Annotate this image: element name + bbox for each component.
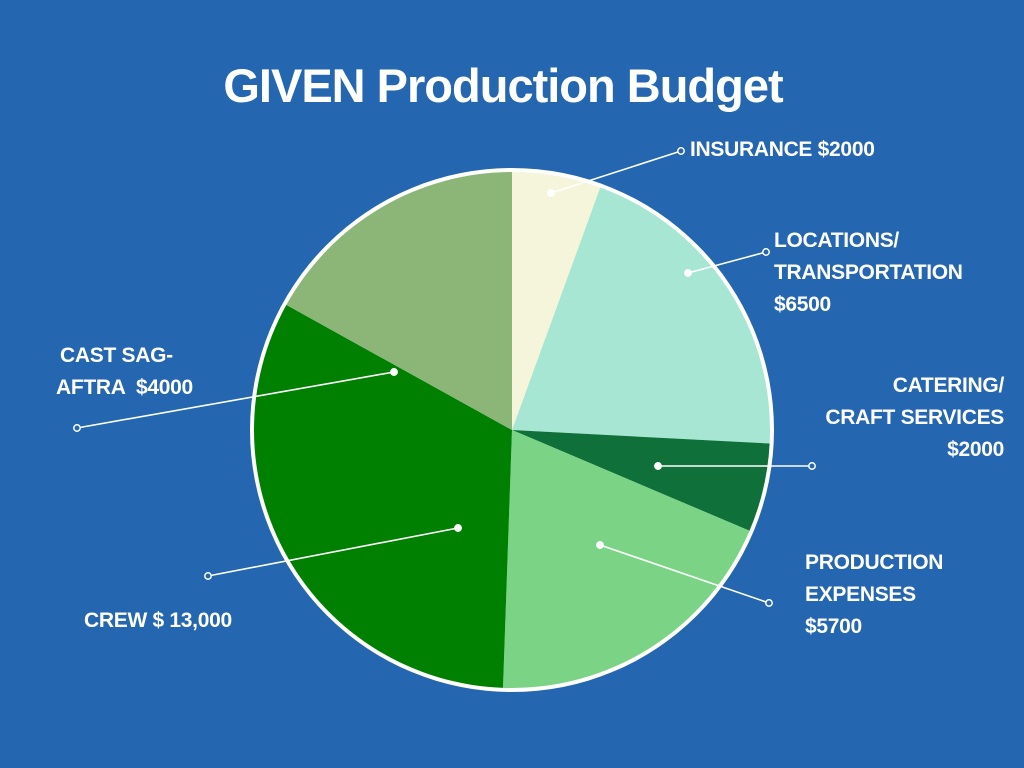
label-cast-line-1: CAST SAG-: [60, 344, 173, 367]
label-cast-line-2: AFTRA $4000: [56, 376, 193, 399]
leader-line-insurance: [550, 150, 682, 194]
leader-dot-crew-inner: [454, 524, 462, 532]
pie-slices: [254, 172, 770, 688]
leader-line-locations: [687, 251, 767, 274]
leader-dot-catering-outer: [808, 462, 816, 470]
label-catering-line-2: CRAFT SERVICES: [825, 406, 1004, 429]
leader-line-cast: [76, 371, 395, 429]
slice-cast: [286, 172, 512, 430]
leader-line-production: [599, 544, 770, 604]
label-locations-line-2: TRANSPORTATION: [774, 261, 963, 284]
leader-dot-catering-inner: [654, 462, 662, 470]
leader-dot-insurance-outer: [677, 147, 685, 155]
chart-title: GIVEN Production Budget: [223, 59, 783, 112]
label-insurance-line-1: INSURANCE $2000: [690, 138, 875, 161]
label-catering: CATERING/ CRAFT SERVICES $2000: [825, 370, 1004, 466]
leader-dot-locations-outer: [762, 248, 770, 256]
label-cast: CAST SAG- AFTRA $4000: [56, 340, 193, 404]
leader-dot-cast-inner: [390, 368, 398, 376]
leader-dot-locations-inner: [684, 269, 692, 277]
leader-dot-production-outer: [765, 599, 773, 607]
leader-lines: [73, 147, 816, 607]
slice-catering: [512, 430, 770, 531]
label-locations-line-1: LOCATIONS/: [774, 229, 899, 252]
slice-insurance: [512, 172, 601, 430]
label-catering-line-3: $2000: [947, 438, 1004, 461]
label-locations-line-3: $6500: [774, 293, 831, 316]
label-catering-line-1: CATERING/: [892, 374, 1005, 397]
leader-dot-production-inner: [596, 541, 604, 549]
label-production-line-1: PRODUCTION: [805, 551, 944, 574]
leader-dot-cast-outer: [73, 424, 81, 432]
label-crew-line-1: CREW $ 13,000: [84, 609, 232, 632]
label-crew: CREW $ 13,000: [84, 605, 232, 637]
label-locations: LOCATIONS/ TRANSPORTATION $6500: [774, 225, 963, 321]
label-production-line-3: $5700: [805, 615, 862, 638]
label-production-line-2: EXPENSES: [805, 583, 916, 606]
leader-dot-crew-outer: [204, 572, 212, 580]
leader-dot-insurance-inner: [547, 189, 555, 197]
leader-line-crew: [207, 527, 459, 577]
label-production: PRODUCTION EXPENSES $5700: [805, 547, 943, 643]
slice-crew: [254, 304, 512, 688]
label-insurance: INSURANCE $2000: [690, 134, 875, 166]
slice-production: [502, 430, 750, 688]
slice-locations: [512, 187, 770, 444]
